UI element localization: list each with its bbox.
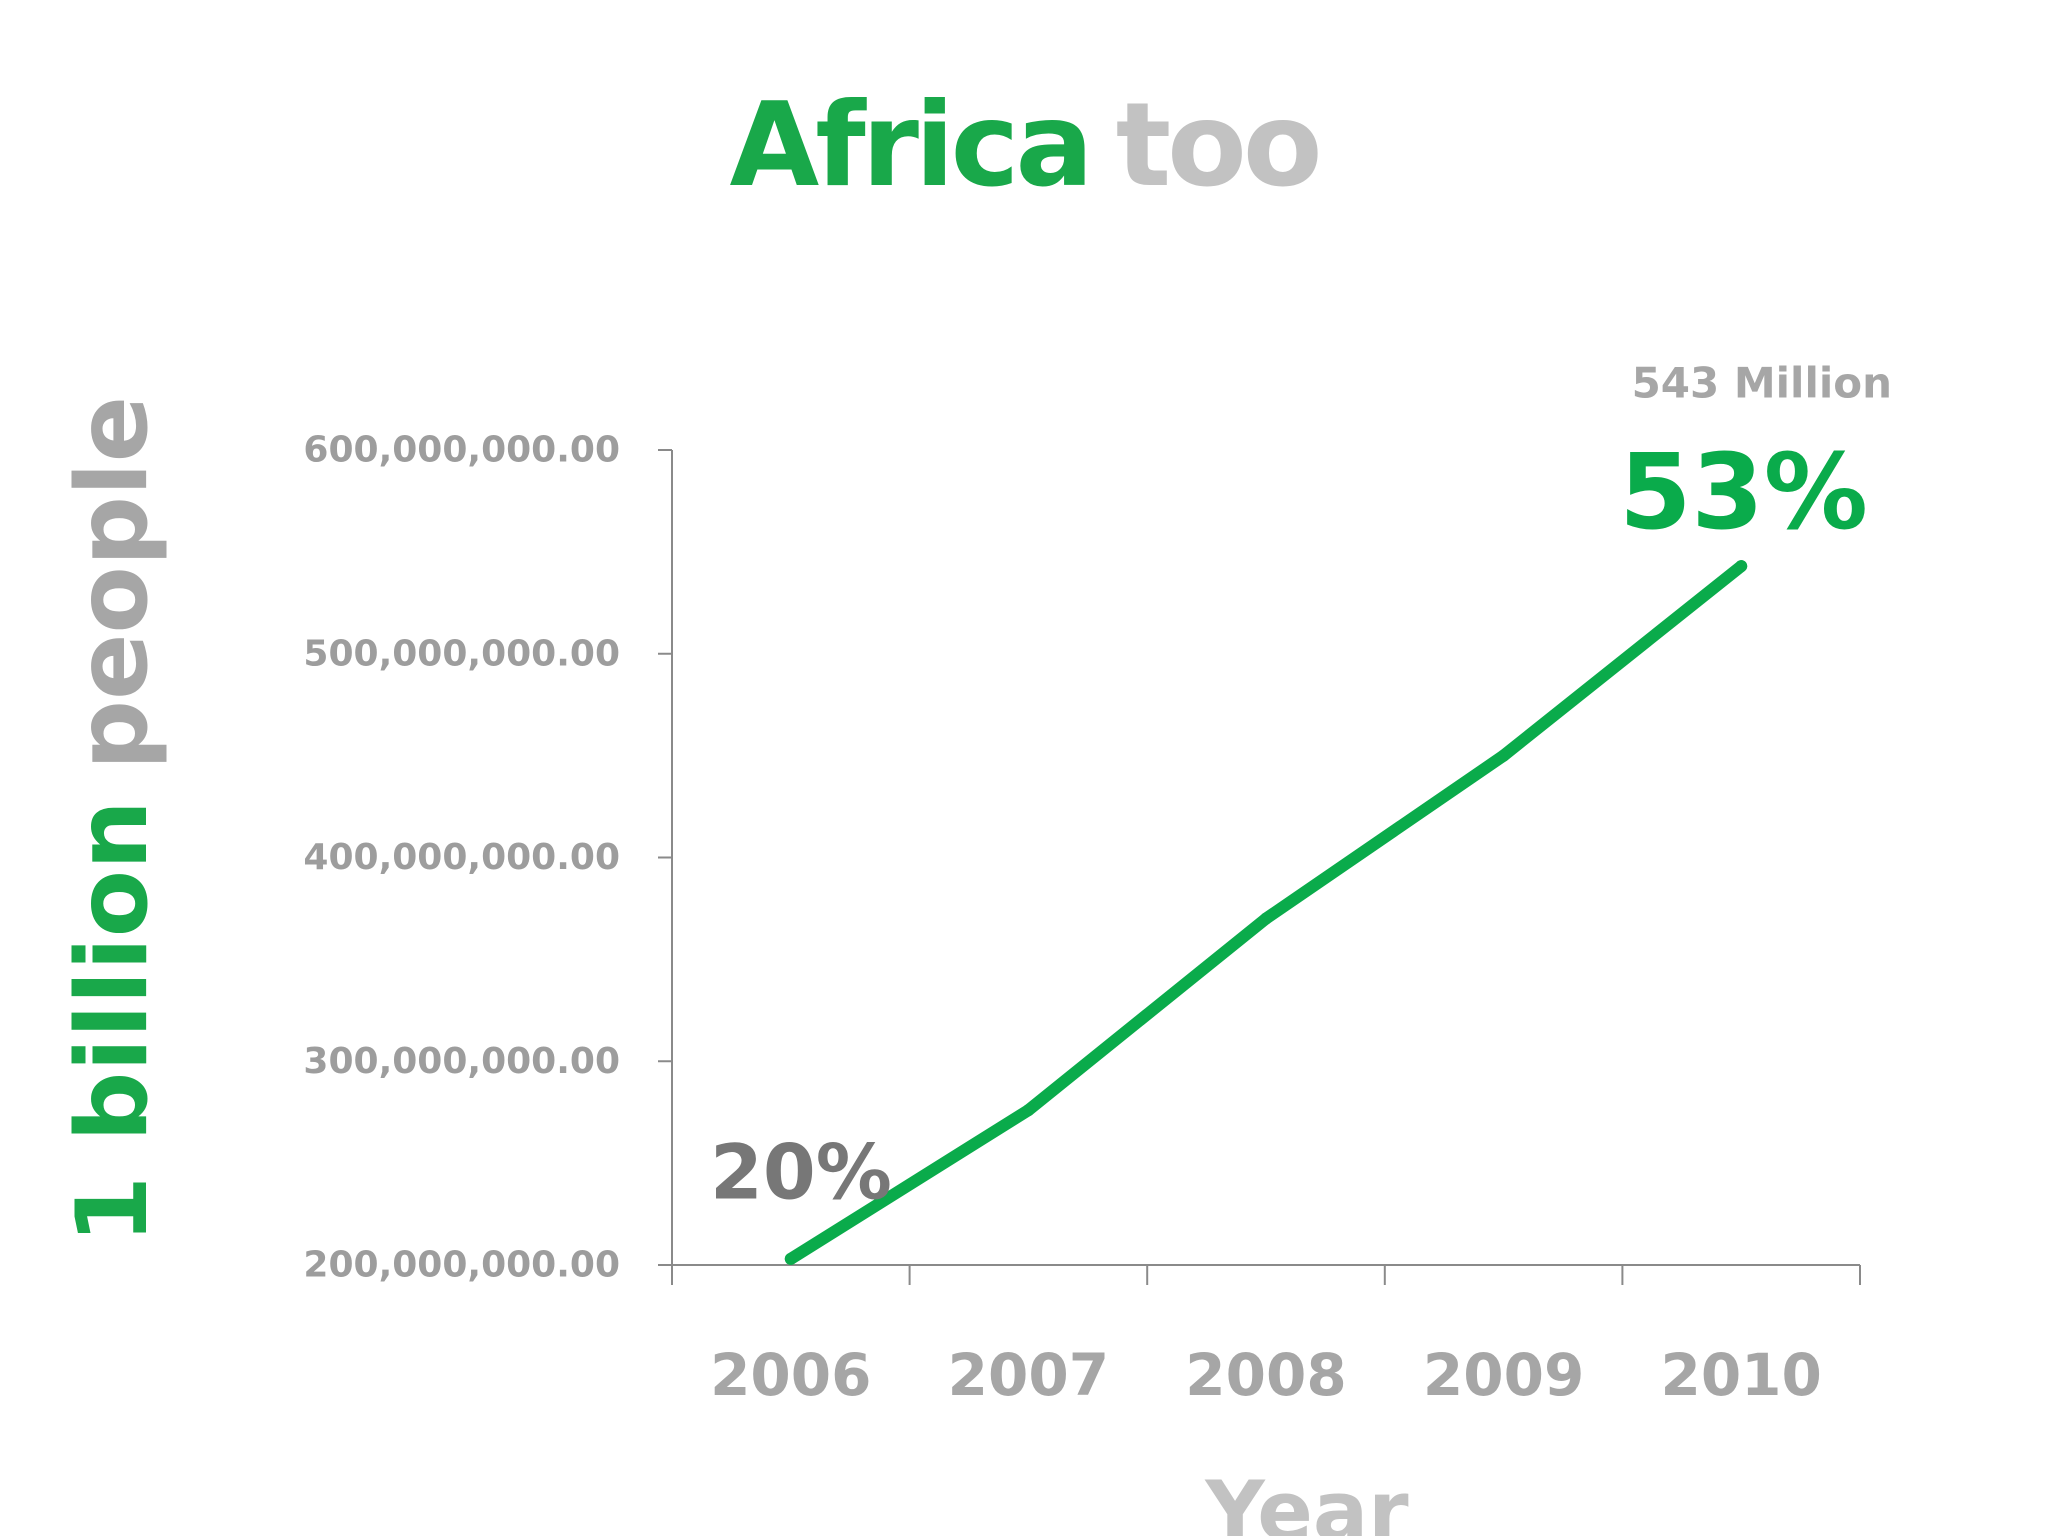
y-tick-label: 200,000,000.00 [303, 1245, 620, 1286]
end-value-annotation: 543 Million [1632, 359, 1892, 408]
y-tick-label: 400,000,000.00 [303, 837, 620, 878]
x-tick-label: 2008 [1185, 1341, 1346, 1409]
x-tick-label: 2009 [1423, 1341, 1584, 1409]
y-tick-label: 300,000,000.00 [303, 1041, 620, 1082]
title-primary: Africa [729, 78, 1093, 213]
data-point [1022, 1104, 1035, 1117]
end-percent-annotation: 53% [1619, 431, 1868, 553]
chart-title: Africa too [0, 88, 2048, 204]
x-tick-label: 2010 [1660, 1341, 1821, 1409]
data-point [1735, 560, 1748, 573]
x-tick-label: 2007 [948, 1341, 1109, 1409]
x-tick-label: 2006 [710, 1341, 871, 1409]
data-point [784, 1252, 797, 1265]
x-axis-title: Year [1204, 1465, 1409, 1536]
y-tick-label: 500,000,000.00 [303, 633, 620, 674]
data-point [1260, 912, 1272, 925]
start-percent-annotation: 20% [710, 1128, 892, 1217]
title-secondary: too [1115, 78, 1323, 213]
series-line [784, 560, 1748, 1265]
y-tick-label: 600,000,000.00 [303, 430, 620, 471]
data-point [1497, 749, 1510, 762]
